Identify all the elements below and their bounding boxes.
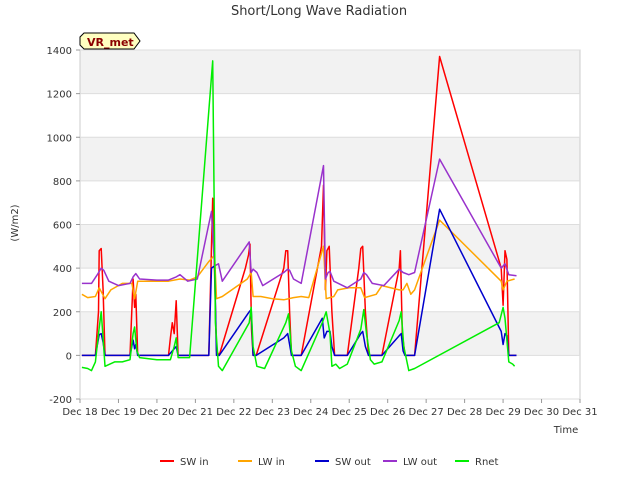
x-tick-label: Dec 27 [409,407,444,418]
legend-label-sw-out: SW out [335,457,371,468]
x-tick-label: Dec 20 [139,407,174,418]
x-tick-label: Dec 18 [62,407,97,418]
plot-band [80,180,580,225]
legend-label-lw-out: LW out [403,457,437,468]
x-tick-label: Dec 22 [216,407,251,418]
chart-title: Short/Long Wave Radiation [231,4,407,19]
plot-band [80,355,580,399]
badge-label: VR_met [87,36,134,49]
y-tick-label: 600 [53,221,72,232]
y-tick-label: 400 [53,264,72,275]
y-tick-label: 1200 [47,90,72,101]
plot-band [80,137,580,181]
series-lines [81,55,517,372]
legend-label-rnet: Rnet [475,457,498,468]
x-tick-label: Dec 24 [293,407,328,418]
legend-label-lw-in: LW in [258,457,285,468]
x-tick-label: Dec 30 [524,407,559,418]
x-tick-label: Dec 26 [370,407,405,418]
y-tick-label: 200 [53,308,72,319]
x-tick-label: Dec 23 [255,407,290,418]
series-line-lw-out [81,158,517,289]
y-tick-label: -200 [49,395,72,406]
x-tick-label: Dec 28 [447,407,482,418]
y-axis-label: (W/m2) [10,204,21,241]
y-tick-label: 800 [53,177,72,188]
y-tick-label: 0 [66,351,72,362]
plot-background [79,49,581,400]
x-tick-label: Dec 19 [101,407,136,418]
series-line-lw-in [81,219,515,301]
x-tick-label: Dec 21 [178,407,213,418]
x-tick-label: Dec 31 [562,407,597,418]
chart-badge: VR_met [79,32,141,50]
x-axis-ticks: Dec 18 Dec 19 Dec 20 Dec 21 Dec 22 Dec 23 Dec … [62,399,598,418]
y-tick-label: 1400 [47,46,72,57]
y-tick-label: 1000 [47,133,72,144]
plot-band [80,50,580,94]
series-line-rnet [81,60,516,372]
plot-band [80,93,580,138]
x-axis-label: Time [553,425,578,436]
badge-shape [79,32,141,50]
legend: SW in LW in SW out LW out Rnet [160,457,498,468]
legend-label-sw-in: SW in [180,457,209,468]
x-tick-label: Dec 25 [332,407,367,418]
y-axis-ticks: -200 0 200 400 600 800 1000 1200 1400 [47,46,80,406]
x-tick-label: Dec 29 [485,407,520,418]
